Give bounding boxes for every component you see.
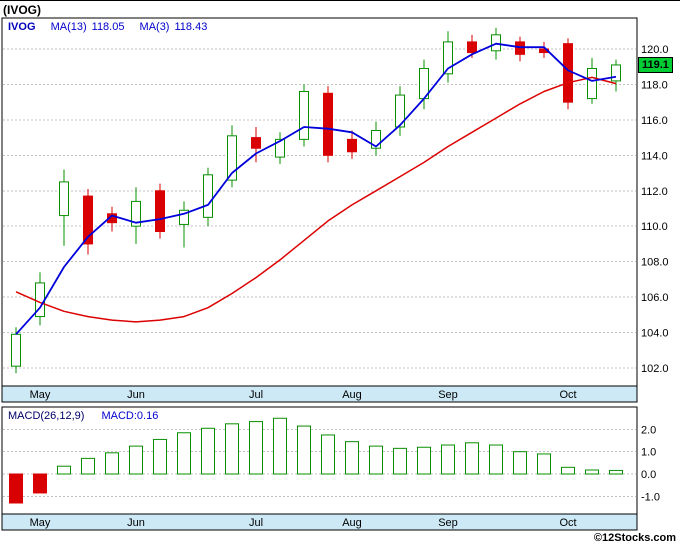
macd-bar (129, 445, 143, 475)
macd-bar (81, 457, 95, 475)
candle-body (155, 190, 165, 233)
macd-bar (177, 432, 191, 475)
page-title: (IVOG) (3, 3, 41, 17)
month-label: Aug (342, 517, 362, 529)
macd-legend: MACD(26,12,9) MACD:0.16 (8, 410, 158, 422)
price-tick-label: 104.0 (641, 328, 669, 340)
price-tick-label: 108.0 (641, 257, 669, 269)
month-label: Oct (559, 517, 576, 529)
month-label: Aug (342, 389, 362, 401)
candle-body (323, 92, 333, 156)
macd-bar (153, 438, 167, 475)
copyright-watermark: ©12Stocks.com (593, 532, 676, 544)
macd-bar (369, 445, 383, 475)
candle-body (587, 67, 597, 100)
ma3-legend: MA(3) 118.43 (140, 21, 208, 33)
macd-tick-label: 1.0 (641, 447, 656, 459)
macd-bar (297, 425, 311, 475)
last-price-badge: 119.1 (638, 56, 673, 73)
candle-body (227, 135, 237, 181)
price-legend: IVOG MA(13) 118.05 MA(3) 118.43 (8, 21, 207, 33)
candle-body (563, 43, 573, 103)
macd-bar (9, 473, 23, 504)
month-label: Jun (127, 517, 145, 529)
macd-bar (489, 444, 503, 475)
macd-bar (417, 446, 431, 475)
macd-bar (561, 466, 575, 475)
price-month-band (1, 385, 638, 403)
macd-bar (465, 442, 479, 475)
price-tick-label: 106.0 (641, 292, 669, 304)
price-tick-label: 120.0 (641, 44, 669, 56)
macd-bar (345, 441, 359, 475)
candle-body (347, 138, 357, 153)
ma13-label: MA(13) (50, 21, 87, 33)
ma3-label: MA(3) (139, 21, 170, 33)
candle-body (59, 181, 69, 217)
macd-bar (393, 447, 407, 475)
price-tick-label: 112.0 (641, 186, 668, 198)
macd-bar (57, 465, 71, 475)
ma13-legend: MA(13) 118.05 (51, 21, 125, 33)
candle-body (395, 94, 405, 128)
macd-bar (273, 417, 287, 475)
price-panel (1, 17, 638, 403)
candle-body (179, 209, 189, 225)
candle-body (371, 130, 381, 149)
month-label: Jun (127, 389, 145, 401)
price-tick-label: 110.0 (641, 221, 668, 233)
macd-tick-label: -1.0 (641, 491, 660, 503)
ma13-value: 118.05 (91, 21, 125, 33)
price-tick-label: 114.0 (641, 150, 668, 162)
candle-body (443, 41, 453, 75)
price-tick-label: 118.0 (641, 79, 668, 91)
month-label: Sep (438, 389, 458, 401)
month-label: Jul (249, 517, 263, 529)
month-label: Sep (438, 517, 458, 529)
ma3-value: 118.43 (174, 21, 208, 33)
candle-body (131, 200, 141, 227)
macd-bar (537, 453, 551, 475)
ma13-line (15, 76, 617, 323)
month-label: Jul (249, 389, 263, 401)
macd-bar (585, 469, 599, 475)
month-label: May (30, 517, 51, 529)
candle-body (83, 195, 93, 245)
macd-bar (33, 473, 47, 494)
candle-body (467, 41, 477, 54)
macd-params-label: MACD(26,12,9) (8, 410, 85, 422)
candle-body (203, 174, 213, 218)
candle-body (515, 41, 525, 55)
candle-body (611, 64, 621, 82)
macd-bar (321, 434, 335, 475)
macd-value-label: MACD:0.16 (101, 410, 159, 422)
macd-bar (249, 421, 263, 475)
candle-body (491, 34, 501, 52)
macd-bar (441, 444, 455, 475)
macd-month-band (1, 513, 638, 531)
macd-tick-label: 0.0 (641, 469, 656, 481)
candle-body (11, 333, 21, 367)
price-tick-label: 102.0 (641, 363, 669, 375)
candle-body (251, 137, 261, 149)
symbol-label: IVOG (8, 21, 36, 33)
macd-bar (513, 451, 527, 475)
macd-bar (201, 427, 215, 475)
macd-tick-label: 2.0 (641, 424, 656, 436)
candle-body (275, 138, 285, 158)
macd-bar (225, 423, 239, 475)
month-label: May (30, 389, 51, 401)
candle-body (299, 91, 309, 140)
macd-bar (609, 469, 623, 475)
price-tick-label: 116.0 (641, 115, 668, 127)
candle-body (107, 213, 117, 224)
macd-bar (105, 452, 119, 475)
month-label: Oct (559, 389, 576, 401)
ma3-line (15, 42, 617, 335)
